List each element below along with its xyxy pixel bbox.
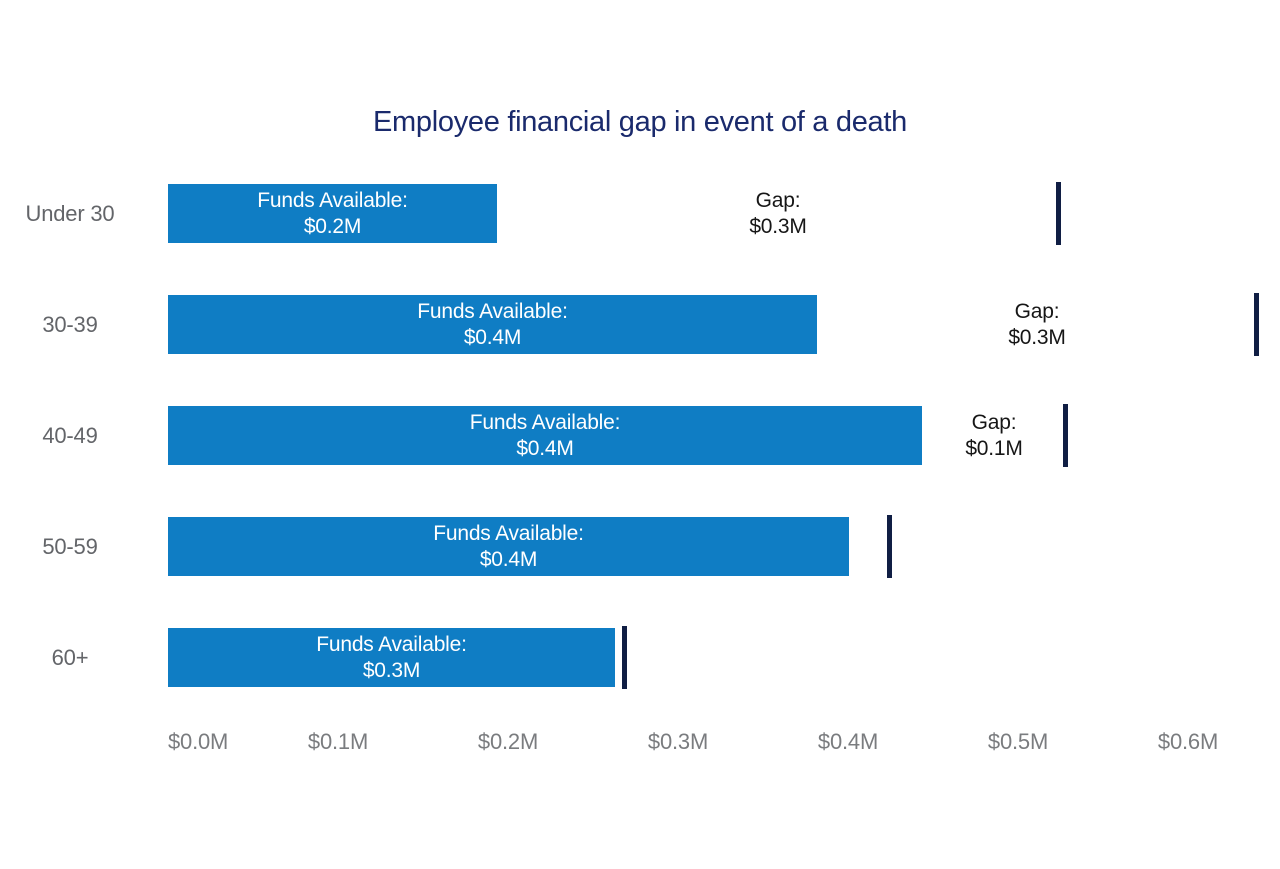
bar-label-line1: Funds Available:: [257, 188, 408, 212]
category-label: 30-39: [42, 311, 98, 337]
funds-available-bar: Funds Available: $0.4M: [168, 517, 849, 576]
chart-row: 50-59 Funds Available: $0.4M: [0, 515, 1280, 578]
gap-label-line2: $0.3M: [749, 214, 807, 238]
gap-label-line2: $0.3M: [1008, 325, 1066, 349]
bar-label-line1: Funds Available:: [417, 299, 568, 323]
funds-available-bar: Funds Available: $0.4M: [168, 295, 817, 354]
bar-label-line1: Funds Available:: [469, 410, 621, 434]
bar-label-line2: $0.4M: [516, 436, 574, 460]
chart-title: Employee financial gap in event of a dea…: [373, 106, 907, 138]
x-axis-label: $0.1M: [307, 729, 369, 754]
bar-label-line1: Funds Available:: [316, 632, 467, 656]
category-label: Under 30: [25, 200, 115, 226]
category-label: 60+: [51, 644, 89, 670]
bar-label-line1: Funds Available:: [433, 521, 584, 545]
chart-row: 30-39 Funds Available: $0.4M Gap: $0.3M: [0, 293, 1280, 356]
gap-annotation: Gap: $0.3M: [1008, 299, 1066, 351]
bar-label-line2: $0.3M: [362, 658, 421, 682]
chart-row: 60+ Funds Available: $0.3M: [0, 626, 1280, 689]
chart-row: 40-49 Funds Available: $0.4M Gap: $0.1M: [0, 404, 1280, 467]
gap-label-line1: Gap:: [971, 410, 1017, 434]
x-axis-label: $0.2M: [477, 729, 539, 754]
bar-label-line2: $0.4M: [463, 325, 522, 349]
bar-label-line2: $0.4M: [479, 547, 538, 571]
chart-row: Under 30 Funds Available: $0.2M Gap: $0.3M: [0, 182, 1280, 245]
total-need-tick: [622, 626, 627, 689]
total-need-tick: [887, 515, 892, 578]
x-axis-label: $0.3M: [647, 729, 709, 754]
x-axis-label: $0.6M: [1157, 729, 1219, 754]
gap-label-line2: $0.1M: [965, 436, 1023, 460]
x-axis-label: $0.0M: [168, 729, 229, 754]
gap-label-line1: Gap:: [755, 188, 801, 212]
category-label: 50-59: [42, 533, 98, 559]
gap-annotation: Gap: $0.1M: [965, 410, 1023, 462]
total-need-tick: [1056, 182, 1061, 245]
funds-available-bar: Funds Available: $0.4M: [168, 406, 922, 465]
total-need-tick: [1063, 404, 1068, 467]
x-axis-label: $0.4M: [817, 729, 879, 754]
gap-label-line1: Gap:: [1014, 299, 1060, 323]
category-label: 40-49: [42, 422, 98, 448]
bar-label-line2: $0.2M: [303, 214, 362, 238]
funds-available-bar: Funds Available: $0.2M: [168, 184, 497, 243]
gap-annotation: Gap: $0.3M: [749, 188, 807, 240]
funds-available-bar: Funds Available: $0.3M: [168, 628, 615, 687]
total-need-tick: [1254, 293, 1259, 356]
x-axis-label: $0.5M: [987, 729, 1049, 754]
